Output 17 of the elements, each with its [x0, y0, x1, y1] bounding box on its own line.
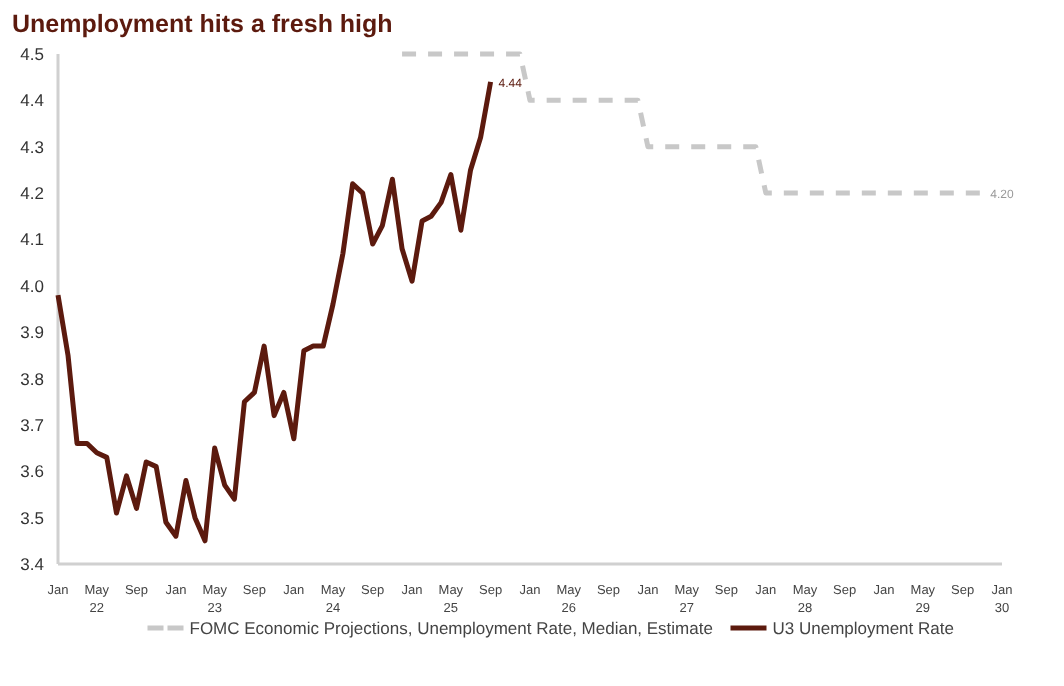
chart-title: Unemployment hits a fresh high [12, 10, 393, 38]
y-tick-label: 3.5 [20, 507, 45, 528]
y-tick-label: 3.4 [20, 554, 45, 574]
y-tick-label: 4.5 [20, 44, 45, 64]
y-tick-label: 4.4 [20, 90, 45, 111]
y-tick-label: 4.2 [20, 183, 45, 204]
y-tick-label: 4.3 [20, 136, 45, 157]
line-series [55, 79, 494, 544]
legend-label: FOMC Economic Projections, Unemployment Rate, Median, Estimate [189, 618, 714, 638]
y-tick-label: 3.8 [20, 368, 45, 389]
y-tick-label: 3.6 [20, 461, 45, 482]
y-tick-label: 4.1 [20, 229, 45, 250]
y-tick-label: 3.9 [20, 322, 45, 343]
y-tick-label: 3.7 [20, 414, 45, 435]
text: 4.0 [20, 275, 44, 296]
legend-label: U3 Unemployment Rate [772, 618, 955, 638]
line-series [399, 51, 985, 196]
